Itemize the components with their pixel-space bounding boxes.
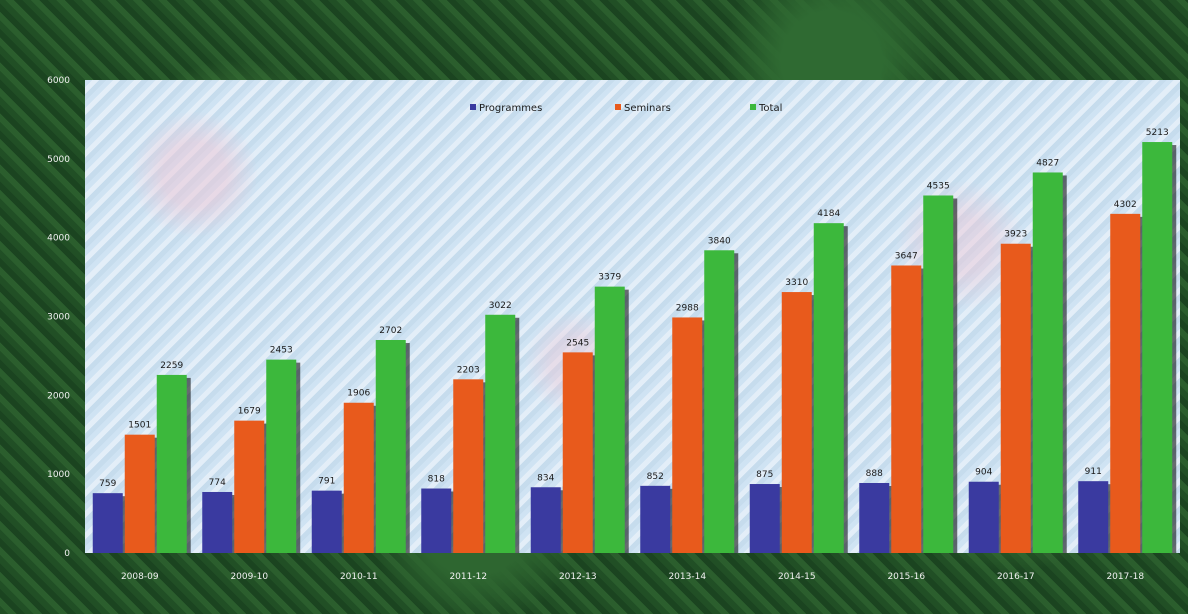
bar-total — [485, 314, 516, 553]
bar-total — [923, 195, 954, 553]
data-label: 875 — [756, 470, 773, 480]
bar-programmes — [311, 490, 342, 553]
bar-seminars — [781, 292, 812, 553]
x-tick-label: 2011-12 — [449, 572, 487, 582]
data-label: 852 — [647, 472, 664, 482]
data-label: 2453 — [270, 346, 293, 356]
bar-programmes — [968, 481, 999, 553]
data-label: 4184 — [817, 209, 840, 219]
data-label: 888 — [866, 469, 883, 479]
bar-seminars — [891, 265, 922, 553]
data-label: 3923 — [1004, 230, 1027, 240]
data-label: 2203 — [457, 365, 480, 375]
data-label: 3022 — [489, 301, 512, 311]
data-label: 818 — [428, 475, 445, 485]
data-label: 4535 — [927, 181, 950, 191]
bar-seminars — [234, 420, 265, 553]
y-tick-label: 4000 — [47, 234, 70, 244]
legend-item: Total — [750, 103, 782, 114]
bar-seminars — [1110, 213, 1141, 553]
legend-label: Programmes — [479, 103, 542, 114]
legend-item: Programmes — [470, 103, 542, 114]
bar-programmes — [92, 493, 123, 553]
y-tick-label: 2000 — [47, 391, 70, 401]
data-label: 2545 — [566, 338, 589, 348]
legend-swatch — [470, 104, 476, 110]
data-label: 911 — [1085, 467, 1102, 477]
x-tick-label: 2015-16 — [887, 572, 925, 582]
x-tick-label: 2016-17 — [997, 572, 1035, 582]
x-axis: 2008-09 2009-10 2010-11 2011-12 2012-13 2013-… — [121, 572, 1144, 582]
legend-item: Seminars — [615, 103, 671, 114]
bar-seminars — [562, 352, 593, 553]
bar-total — [704, 250, 735, 553]
bar-total — [813, 223, 844, 554]
data-label: 3840 — [708, 236, 731, 246]
legend-swatch — [615, 104, 621, 110]
y-axis: 0 1000 2000 3000 4000 5000 6000 — [47, 76, 70, 559]
data-label: 2988 — [676, 303, 699, 313]
bar-seminars — [1000, 243, 1031, 554]
data-label: 4302 — [1114, 200, 1137, 210]
bar-programmes — [640, 485, 671, 553]
legend-label: Seminars — [624, 103, 671, 114]
bar-seminars — [672, 317, 703, 553]
bar-total — [266, 359, 297, 553]
y-tick-label: 0 — [64, 549, 70, 559]
x-tick-label: 2008-09 — [121, 572, 159, 582]
y-tick-label: 5000 — [47, 155, 70, 165]
bar-total — [1142, 142, 1173, 553]
bar-total — [375, 339, 406, 553]
data-label: 5213 — [1146, 128, 1169, 138]
data-label: 3310 — [785, 278, 808, 288]
data-label: 3647 — [895, 251, 918, 261]
legend-swatch — [750, 104, 756, 110]
bar-programmes — [530, 487, 561, 553]
bar-total — [1032, 172, 1063, 553]
legend: Programmes Seminars Total — [470, 103, 782, 114]
x-tick-label: 2009-10 — [230, 572, 268, 582]
x-tick-label: 2010-11 — [340, 572, 378, 582]
bar-programmes — [859, 482, 890, 553]
x-tick-label: 2013-14 — [668, 572, 706, 582]
data-label: 3379 — [598, 273, 621, 283]
bar-total — [156, 374, 187, 553]
bar-programmes — [1078, 481, 1109, 553]
data-label: 1906 — [347, 389, 370, 399]
y-tick-label: 1000 — [47, 470, 70, 480]
x-tick-label: 2012-13 — [559, 572, 597, 582]
y-tick-label: 6000 — [47, 76, 70, 86]
data-label: 2702 — [379, 326, 402, 336]
data-label: 759 — [99, 479, 116, 489]
bar-seminars — [124, 434, 155, 553]
x-tick-label: 2014-15 — [778, 572, 816, 582]
data-label: 1501 — [128, 421, 151, 431]
bar-programmes — [202, 491, 233, 553]
bars-layer — [92, 142, 1177, 554]
bar-seminars — [453, 379, 484, 553]
data-label: 4827 — [1036, 158, 1059, 168]
bar-programmes — [421, 488, 452, 553]
data-label: 774 — [209, 478, 226, 488]
data-label: 904 — [975, 468, 992, 478]
legend-label: Total — [758, 103, 782, 114]
data-label: 2259 — [160, 361, 183, 371]
bar-seminars — [343, 402, 374, 553]
bar-total — [594, 286, 625, 553]
data-label: 791 — [318, 477, 335, 487]
data-label: 834 — [537, 473, 554, 483]
x-tick-label: 2017-18 — [1106, 572, 1144, 582]
y-tick-label: 3000 — [47, 313, 70, 323]
data-labels-layer: 759 1501 2259 774 1679 2453 791 1906 2702 818 2203… — [99, 128, 1169, 489]
data-label: 1679 — [238, 407, 261, 417]
bar-programmes — [749, 484, 780, 553]
